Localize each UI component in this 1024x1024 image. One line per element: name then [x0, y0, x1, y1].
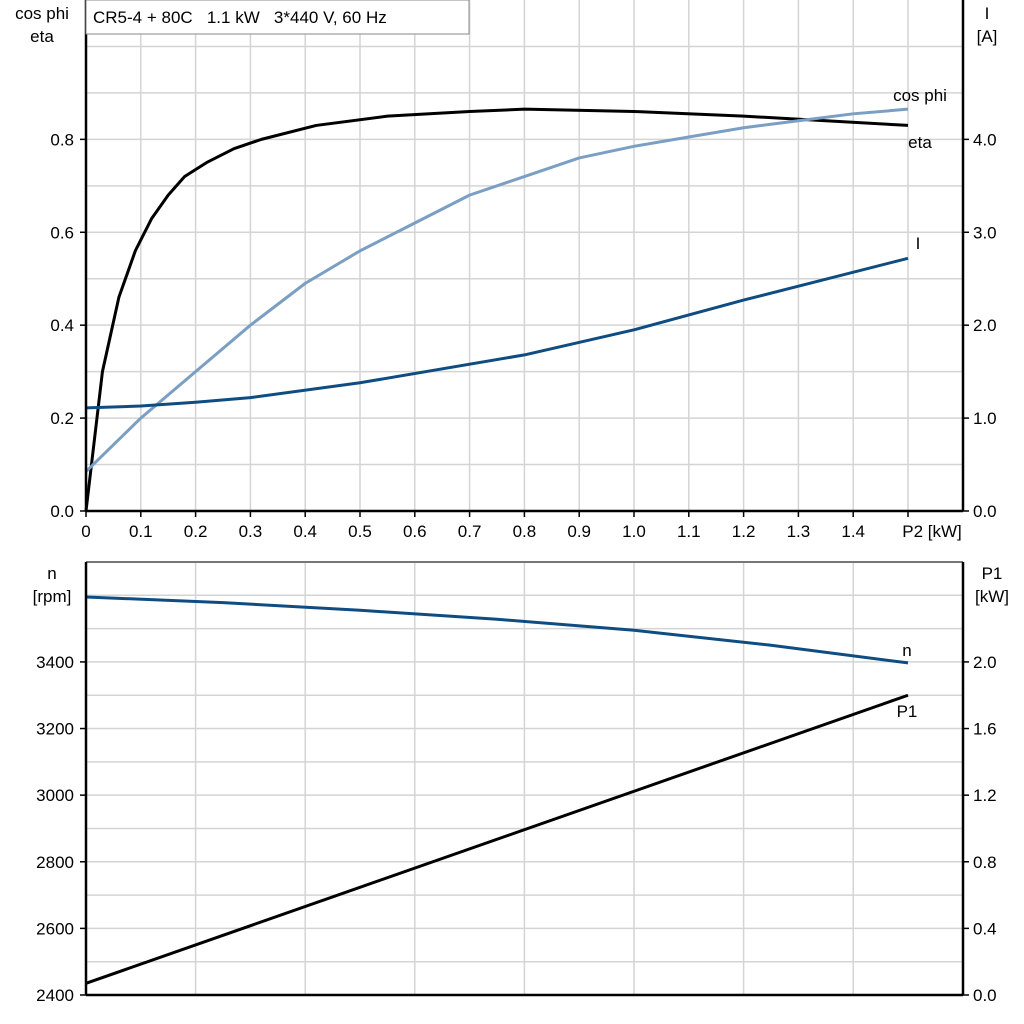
y-tick-label-left: 3200 [36, 720, 74, 739]
series-label-cos-phi: cos phi [893, 86, 947, 105]
series-line-cos-phi [84, 107, 909, 473]
y-tick-label-left: 0.0 [50, 502, 74, 521]
series-label-eta: eta [908, 133, 932, 152]
x-tick-label: 0.2 [184, 522, 208, 541]
series-label-P1: P1 [897, 702, 918, 721]
series-label-I: I [916, 234, 921, 253]
x-tick-label: 0.1 [129, 522, 153, 541]
y-tick-label-right: 3.0 [973, 223, 997, 242]
y-tick-label-right: 4.0 [973, 130, 997, 149]
x-axis-label: P2 [kW] [902, 522, 962, 541]
y-tick-label-right: 0.0 [973, 502, 997, 521]
y-axis-label-right: I [985, 4, 990, 23]
y-tick-label-right: 0.4 [973, 919, 997, 938]
y-tick-label-left: 2400 [36, 986, 74, 1005]
x-tick-label: 0.4 [293, 522, 317, 541]
x-tick-label: 1.0 [622, 522, 646, 541]
y-axis-label-right: [A] [977, 27, 998, 46]
title-box [85, 0, 470, 35]
y-tick-label-left: 0.6 [50, 223, 74, 242]
x-tick-label: 0.9 [567, 522, 591, 541]
y-tick-label-right: 2.0 [973, 653, 997, 672]
x-tick-label: 0.8 [513, 522, 537, 541]
y-tick-label-right: 0.0 [973, 986, 997, 1005]
y-tick-label-left: 2800 [36, 853, 74, 872]
x-tick-label: 0.5 [348, 522, 372, 541]
y-tick-label-right: 2.0 [973, 316, 997, 335]
y-axis-label-left: n [47, 564, 56, 583]
y-tick-label-left: 3000 [36, 786, 74, 805]
series-label-n: n [902, 641, 911, 660]
x-tick-label: 0 [81, 522, 90, 541]
y-tick-label-left: 3400 [36, 653, 74, 672]
y-tick-label-left: 2600 [36, 919, 74, 938]
y-axis-label-left: eta [30, 27, 54, 46]
y-tick-label-right: 1.6 [973, 720, 997, 739]
x-tick-label: 1.2 [732, 522, 756, 541]
series-line-I [85, 256, 909, 410]
x-tick-label: 1.3 [787, 522, 811, 541]
y-tick-label-left: 0.8 [50, 130, 74, 149]
y-tick-label-left: 0.4 [50, 316, 74, 335]
x-tick-label: 1.4 [841, 522, 865, 541]
x-tick-label: 0.7 [458, 522, 482, 541]
series-line-P1 [85, 693, 909, 985]
chart-title: CR5-4 + 80C 1.1 kW 3*440 V, 60 Hz [93, 8, 387, 27]
y-tick-label-right: 1.0 [973, 409, 997, 428]
y-tick-label-right: 1.2 [973, 786, 997, 805]
y-axis-label-left: [rpm] [33, 587, 72, 606]
y-axis-label-left: cos phi [15, 4, 69, 23]
x-tick-label: 0.6 [403, 522, 427, 541]
x-tick-label: 0.3 [239, 522, 263, 541]
series-line-n [85, 595, 909, 665]
y-tick-label-right: 0.8 [973, 853, 997, 872]
y-axis-label-right: P1 [982, 564, 1003, 583]
x-tick-label: 1.1 [677, 522, 701, 541]
y-tick-label-left: 0.2 [50, 409, 74, 428]
series-line-eta [84, 107, 909, 512]
y-axis-label-right: [kW] [975, 587, 1009, 606]
